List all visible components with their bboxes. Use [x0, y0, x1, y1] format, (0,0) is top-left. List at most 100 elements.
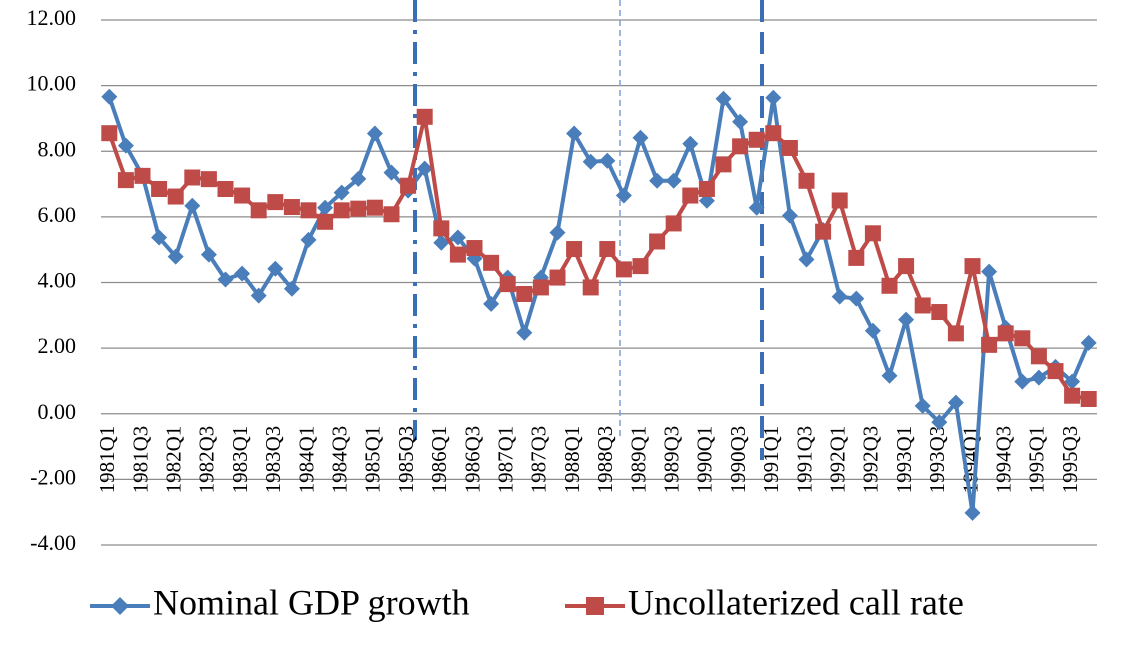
marker	[1047, 363, 1064, 380]
marker	[1080, 390, 1097, 407]
marker	[914, 397, 931, 414]
y-tick-label: 12.00	[27, 5, 77, 30]
marker	[981, 263, 998, 280]
marker	[433, 234, 450, 251]
marker	[615, 261, 632, 278]
x-tick-label: 1986Q3	[460, 426, 484, 494]
marker	[549, 224, 566, 241]
marker	[184, 197, 201, 214]
marker	[366, 199, 383, 216]
marker	[217, 180, 234, 197]
marker	[1014, 373, 1031, 390]
marker	[333, 184, 350, 201]
marker	[366, 125, 383, 142]
marker	[383, 206, 400, 223]
y-tick-label: -2.00	[30, 464, 76, 489]
marker	[117, 172, 134, 189]
x-tick-label: 1993Q1	[892, 426, 916, 494]
marker	[964, 258, 981, 275]
marker	[964, 504, 981, 521]
x-tick-label: 1983Q1	[228, 426, 252, 494]
marker	[864, 225, 881, 242]
x-tick-label: 1992Q1	[826, 426, 850, 494]
marker	[267, 194, 284, 211]
marker	[200, 171, 217, 188]
marker	[117, 137, 134, 154]
marker	[931, 414, 948, 431]
y-tick-label: 4.00	[38, 268, 77, 293]
x-tick-label: 1987Q1	[494, 426, 518, 494]
marker	[433, 220, 450, 237]
marker	[250, 202, 267, 219]
marker	[599, 241, 616, 258]
x-tick-label: 1987Q3	[527, 426, 551, 494]
marker	[549, 269, 566, 286]
marker	[615, 187, 632, 204]
marker	[732, 113, 749, 130]
marker	[217, 271, 234, 288]
marker	[566, 241, 583, 258]
x-tick-label: 1988Q3	[593, 426, 617, 494]
marker	[200, 246, 217, 263]
marker	[981, 336, 998, 353]
marker	[416, 108, 433, 125]
x-tick-label: 1981Q1	[95, 426, 119, 494]
legend-label: Nominal GDP growth	[153, 582, 470, 622]
x-tick-label: 1989Q3	[660, 426, 684, 494]
marker	[715, 156, 732, 173]
x-tick-label: 1992Q3	[859, 426, 883, 494]
x-tick-label: 1982Q1	[162, 426, 186, 494]
x-tick-label: 1989Q1	[626, 426, 650, 494]
marker	[317, 199, 334, 216]
x-tick-label: 1995Q3	[1058, 426, 1082, 494]
marker	[665, 172, 682, 189]
marker	[748, 199, 765, 216]
marker	[947, 325, 964, 342]
marker	[499, 276, 516, 293]
marker	[566, 125, 583, 142]
marker	[649, 233, 666, 250]
marker	[483, 254, 500, 271]
marker	[931, 304, 948, 321]
marker	[632, 129, 649, 146]
x-tick-label: 1995Q1	[1025, 426, 1049, 494]
marker	[234, 187, 251, 204]
x-tick-label: 1983Q3	[261, 426, 285, 494]
marker	[1030, 348, 1047, 365]
marker	[582, 279, 599, 296]
marker	[997, 325, 1014, 342]
marker	[466, 240, 483, 257]
marker	[101, 125, 118, 142]
marker	[682, 135, 699, 152]
marker	[881, 367, 898, 384]
y-tick-label: 6.00	[38, 202, 77, 227]
marker	[416, 160, 433, 177]
marker	[947, 394, 964, 411]
marker	[300, 202, 317, 219]
marker	[831, 192, 848, 209]
marker	[333, 202, 350, 219]
x-tick-label: 1993Q3	[925, 426, 949, 494]
marker	[798, 172, 815, 189]
x-tick-label: 1984Q1	[294, 426, 318, 494]
marker	[682, 187, 699, 204]
x-tick-label: 1984Q3	[328, 426, 352, 494]
marker	[283, 280, 300, 297]
marker	[1080, 334, 1097, 351]
marker	[184, 169, 201, 186]
marker	[898, 258, 915, 275]
marker	[632, 258, 649, 275]
marker	[383, 164, 400, 181]
marker	[781, 139, 798, 156]
x-tick-label: 1981Q3	[128, 426, 152, 494]
marker	[914, 297, 931, 314]
marker	[781, 207, 798, 224]
marker	[848, 290, 865, 307]
series-line	[107, 114, 1090, 401]
marker	[599, 152, 616, 169]
y-tick-label: 10.00	[27, 71, 77, 96]
marker	[698, 180, 715, 197]
marker	[881, 277, 898, 294]
x-tick-label: 1985Q3	[394, 426, 418, 494]
marker	[815, 223, 832, 240]
